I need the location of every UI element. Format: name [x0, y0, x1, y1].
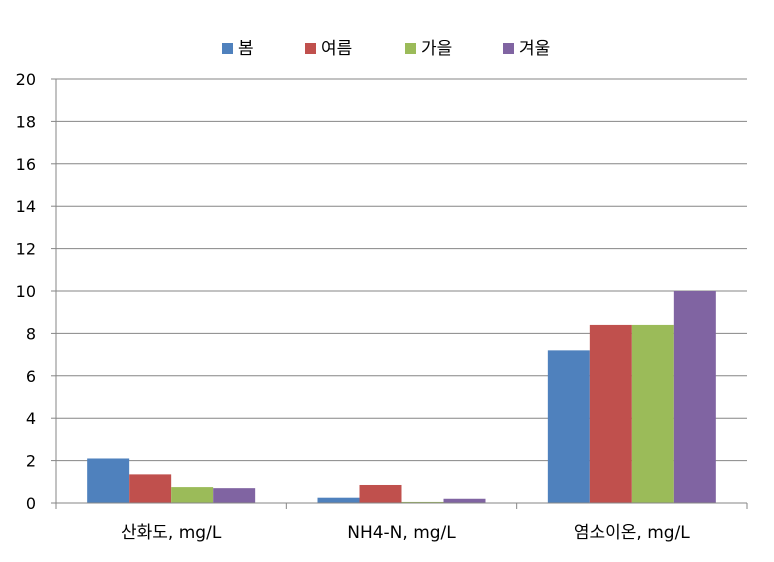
legend-swatch: [222, 43, 233, 54]
bars: [87, 291, 716, 503]
y-tick-label: 20: [16, 70, 36, 89]
legend: 봄 여름 가을 겨울: [222, 39, 550, 59]
y-tick-label: 14: [16, 197, 36, 216]
y-tick-label: 10: [16, 282, 36, 301]
bar-1-series-4: [213, 488, 256, 503]
y-tick-label: 4: [26, 409, 36, 428]
legend-swatch: [305, 43, 316, 54]
y-tick-label: 16: [16, 155, 36, 174]
x-axis: 산화도, mg/L NH4-N, mg/L 염소이온, mg/L: [55, 502, 748, 543]
y-tick-label: 6: [26, 367, 36, 386]
gridlines: [56, 78, 747, 462]
bar-3-series-3: [631, 324, 674, 503]
y-axis: 0 2 4 6 8 10 12 14 16 18 20: [16, 70, 57, 513]
legend-swatch: [503, 43, 514, 54]
legend-label: 가을: [421, 39, 452, 59]
x-category-label: NH4-N, mg/L: [347, 523, 456, 543]
bar-2-series-2: [359, 484, 402, 503]
x-category-label: 산화도, mg/L: [121, 523, 222, 543]
y-tick-label: 18: [16, 112, 36, 131]
bar-2-series-1: [317, 497, 360, 503]
legend-label: 여름: [321, 39, 352, 59]
bar-2-series-4: [443, 498, 486, 503]
bar-1-series-3: [171, 487, 214, 503]
bar-2-series-3: [401, 501, 444, 503]
bar-1-series-2: [129, 474, 172, 503]
y-tick-label: 8: [26, 324, 36, 343]
x-category-label: 염소이온, mg/L: [574, 523, 690, 543]
y-tick-label: 2: [26, 452, 36, 471]
bar-3-series-2: [589, 324, 632, 503]
legend-label: 겨울: [519, 39, 550, 59]
y-tick-label: 12: [16, 240, 36, 259]
bar-3-series-1: [547, 350, 590, 503]
y-tick-label: 0: [26, 494, 36, 513]
bar-3-series-4: [673, 291, 716, 503]
legend-swatch: [405, 43, 416, 54]
bar-1-series-1: [87, 458, 130, 503]
legend-label: 봄: [238, 39, 254, 59]
